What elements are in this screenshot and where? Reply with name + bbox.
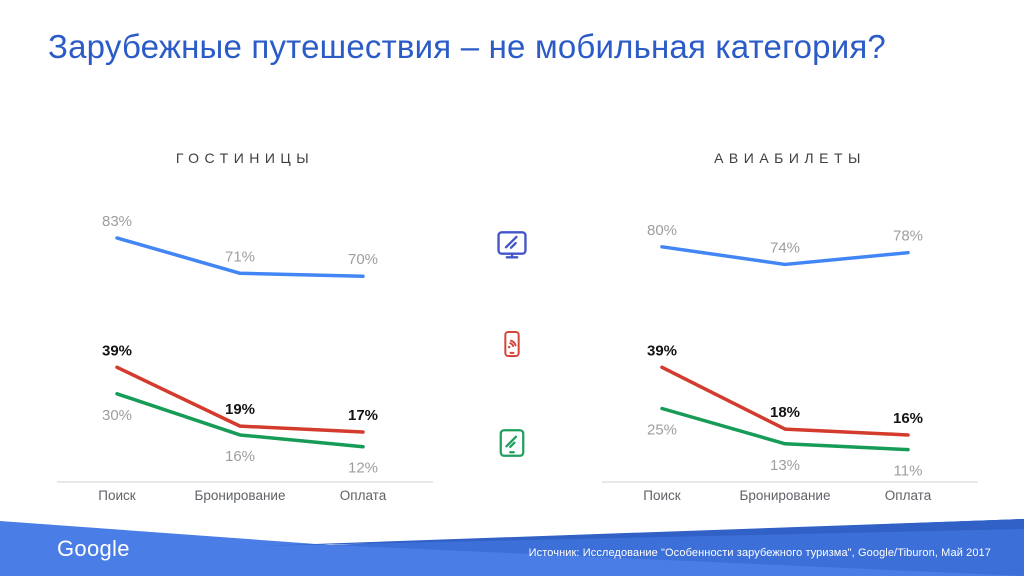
series-line-mobile	[660, 365, 910, 437]
x-axis-label: Поиск	[643, 488, 681, 503]
data-label-mobile: 39%	[647, 342, 677, 359]
data-label-mobile: 16%	[893, 410, 923, 427]
chart-flights: АВИАБИЛЕТЫ Поиск Бронирование Оплата 80% 74%…	[600, 138, 980, 516]
source-text: Источник: Исследование "Особенности зару…	[528, 547, 991, 559]
footer-band-shapes	[0, 519, 1024, 576]
chart-hotels-title: ГОСТИНИЦЫ	[175, 150, 315, 166]
chart-canvas: Поиск Бронирование Оплата 83% 71% 70% 39% 19% 17…	[57, 213, 433, 503]
data-label-tablet: 30%	[102, 407, 132, 424]
x-axis-label: Оплата	[340, 488, 387, 503]
slide-title: Зарубежные путешествия – не мобильная ка…	[48, 28, 886, 65]
data-label-desktop: 78%	[893, 228, 923, 245]
series-line-tablet	[660, 406, 910, 452]
data-label-tablet: 25%	[647, 422, 677, 439]
data-label-mobile: 39%	[102, 342, 132, 359]
desktop-icon	[493, 225, 531, 270]
data-label-mobile: 18%	[770, 404, 800, 421]
mobile-phone-icon	[496, 324, 528, 369]
data-label-desktop: 70%	[348, 251, 378, 268]
x-axis-label: Оплата	[885, 488, 932, 503]
chart-hotels: ГОСТИНИЦЫ Поиск Бронирование Оплата 83% 71% 7…	[55, 138, 435, 516]
series-line-mobile	[115, 365, 365, 434]
series-line-desktop	[115, 236, 365, 278]
data-label-desktop: 74%	[770, 239, 800, 256]
x-axis-label: Поиск	[98, 488, 136, 503]
chart-flights-title: АВИАБИЛЕТЫ	[714, 150, 866, 166]
data-label-desktop: 80%	[647, 222, 677, 239]
tablet-icon	[494, 423, 530, 468]
data-label-tablet: 12%	[348, 460, 378, 477]
data-label-mobile: 19%	[225, 401, 255, 418]
x-axis-label: Бронирование	[195, 488, 286, 503]
footer: Google Источник: Исследование "Особеннос…	[0, 516, 1024, 576]
chart-canvas: Поиск Бронирование Оплата 80% 74% 78% 39% 18% 16…	[602, 222, 978, 503]
google-logo: Google	[57, 536, 130, 561]
data-label-tablet: 11%	[894, 463, 923, 480]
data-label-tablet: 13%	[770, 457, 800, 474]
series-line-desktop	[660, 245, 910, 267]
data-label-mobile: 17%	[348, 407, 378, 424]
x-axis-label: Бронирование	[740, 488, 831, 503]
data-label-desktop: 83%	[102, 213, 132, 230]
data-label-desktop: 71%	[225, 248, 255, 265]
series-line-tablet	[115, 392, 365, 449]
data-label-tablet: 16%	[225, 448, 255, 465]
